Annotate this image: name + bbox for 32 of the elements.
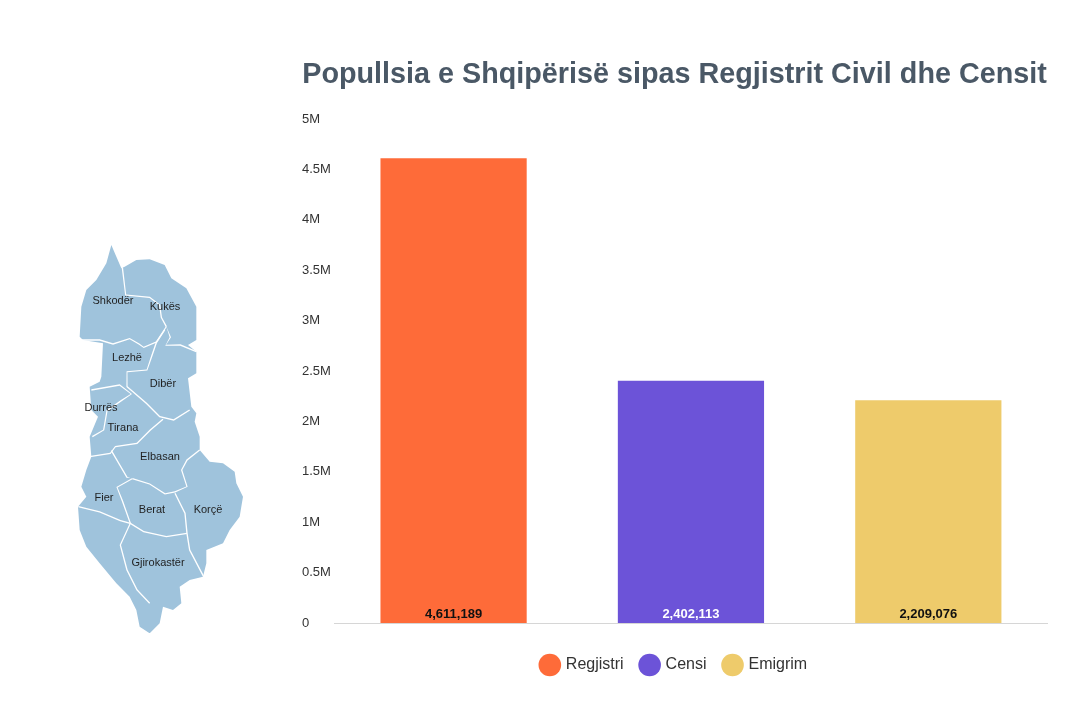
- y-tick-label: 2M: [302, 412, 321, 428]
- y-tick-label: 1M: [302, 513, 321, 529]
- y-tick-label: 4M: [302, 211, 321, 227]
- y-tick-label: 3.5M: [302, 261, 331, 277]
- chart-title: Popullsia e Shqipërisë sipas Regjistrit Civil dhe Censit: [302, 55, 1048, 90]
- y-tick-label: 4.5M: [302, 160, 331, 176]
- legend-label: Regjistri: [565, 655, 624, 673]
- bar: [380, 158, 527, 623]
- y-tick-label: 5M: [302, 110, 321, 126]
- data-label: 4,611,189: [425, 605, 483, 621]
- bar: [855, 400, 1002, 623]
- text: Lezhë: [112, 350, 142, 363]
- y-tick-label: 3M: [302, 312, 321, 328]
- text: Durrës: [84, 400, 118, 413]
- legend-label: Emigrim: [748, 655, 808, 673]
- y-tick-label: 0.5M: [302, 564, 331, 580]
- data-label: 2,209,076: [899, 605, 958, 621]
- legend-label: Censi: [665, 655, 707, 673]
- text: Shkodër: [92, 293, 134, 306]
- text: Kukës: [149, 299, 181, 312]
- text: Korçë: [193, 502, 223, 515]
- text: Tirana: [107, 420, 139, 433]
- text: Dibër: [149, 376, 177, 389]
- text: Gjirokastër: [131, 555, 185, 568]
- text: Elbasan: [140, 449, 180, 462]
- text: Berat: [138, 502, 166, 515]
- y-tick-label: 2.5M: [302, 362, 331, 378]
- data-label: 2,402,113: [662, 605, 720, 621]
- bar: [617, 380, 765, 623]
- y-tick-label: 0: [302, 614, 310, 630]
- text: Fier: [94, 490, 114, 503]
- y-tick-label: 1.5M: [302, 463, 331, 479]
